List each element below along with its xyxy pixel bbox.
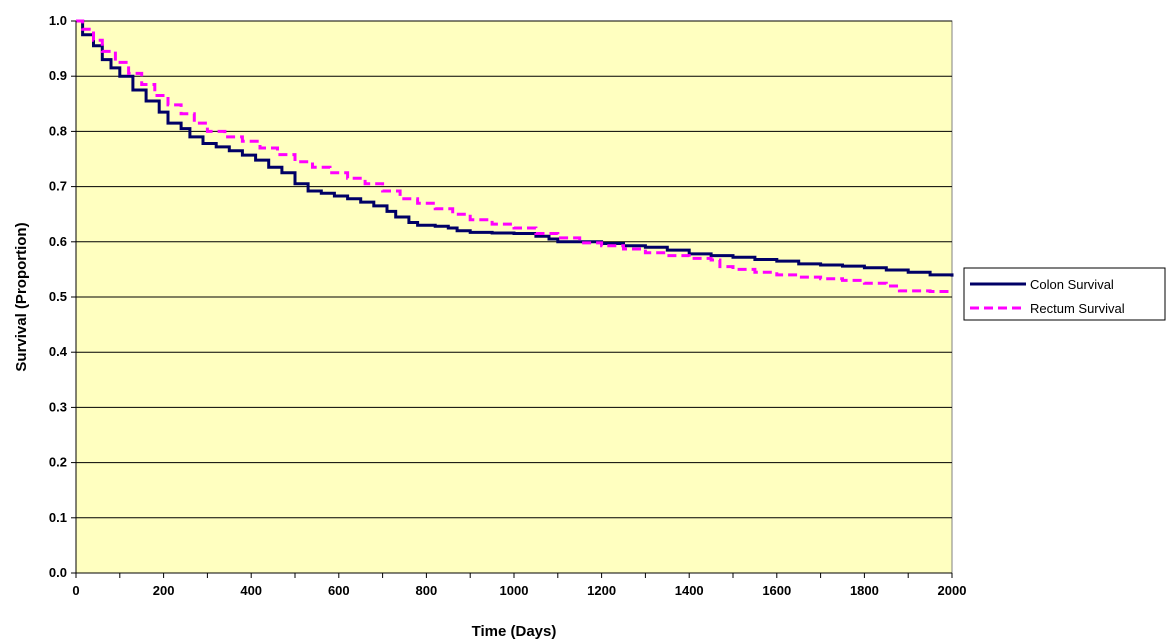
x-tick-label: 1400	[675, 583, 704, 598]
axes: 0.0 0.1 0.2 0.3 0.4 0.5 0.6 0.7 0.8 0.9 1.0 0 200 400…	[49, 13, 967, 598]
legend-label-rectum: Rectum Survival	[1030, 301, 1125, 316]
x-tick-label: 0	[72, 583, 79, 598]
y-tick-label: 0.0	[49, 565, 67, 580]
y-tick-label: 0.7	[49, 179, 67, 194]
y-tick-label: 1.0	[49, 13, 67, 28]
x-tick-label: 2000	[938, 583, 967, 598]
y-tick-label: 0.5	[49, 289, 67, 304]
gridlines	[76, 20, 952, 519]
y-tick-label: 0.4	[49, 344, 68, 359]
legend-label-colon: Colon Survival	[1030, 277, 1114, 292]
y-tick-label: 0.9	[49, 68, 67, 83]
y-tick-label: 0.8	[49, 123, 67, 138]
y-tick-label: 0.2	[49, 455, 67, 470]
x-tick-label: 200	[153, 583, 175, 598]
y-tick-label: 0.3	[49, 399, 67, 414]
legend: Colon Survival Rectum Survival	[963, 267, 1166, 321]
x-tick-label: 1800	[850, 583, 879, 598]
x-tick-label: 800	[416, 583, 438, 598]
y-tick-label: 0.1	[49, 510, 67, 525]
x-tick-label: 600	[328, 583, 350, 598]
legend-box	[963, 267, 1166, 321]
x-tick-label: 400	[240, 583, 262, 598]
y-axis-title: Survival (Proportion)	[13, 222, 30, 371]
series-line-colon	[76, 19, 954, 277]
x-tick-label: 1000	[500, 583, 529, 598]
series-layer	[76, 19, 954, 293]
x-tick-label: 1600	[762, 583, 791, 598]
x-axis-title: Time (Days)	[472, 623, 557, 640]
x-tick-label: 1200	[587, 583, 616, 598]
y-tick-label: 0.6	[49, 234, 67, 249]
